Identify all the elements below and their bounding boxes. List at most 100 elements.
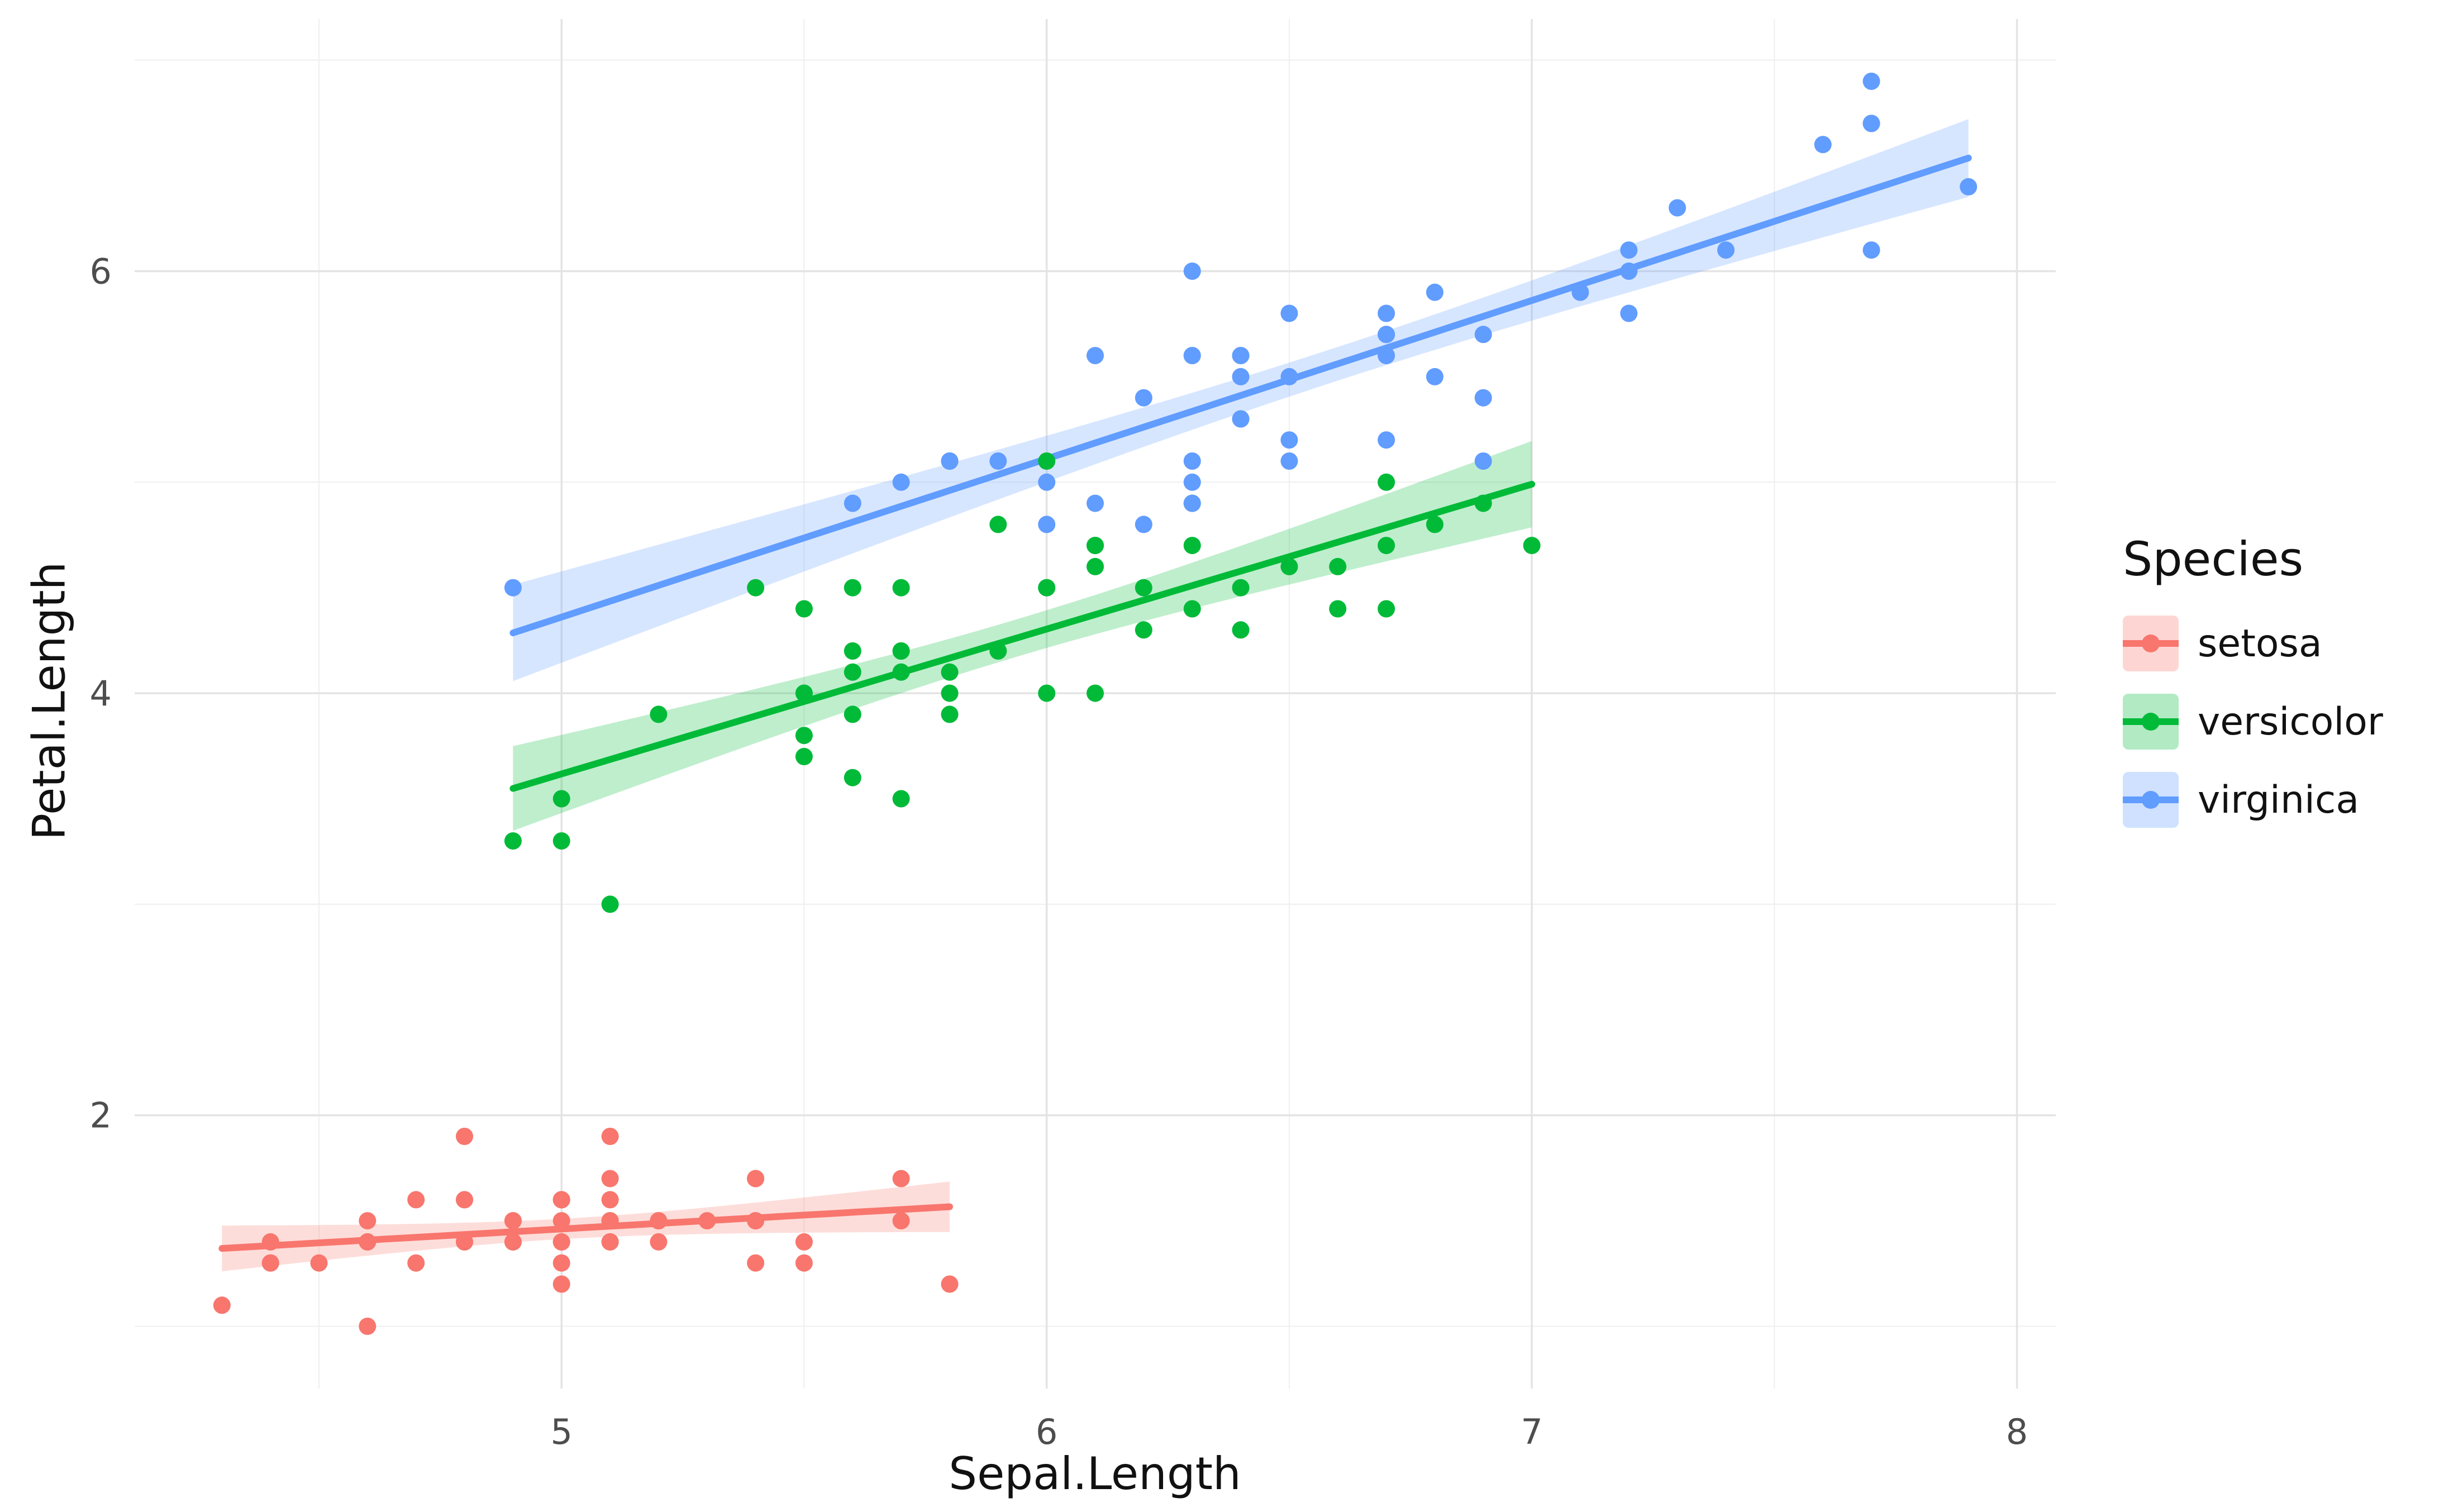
data-point bbox=[1280, 304, 1298, 322]
data-point bbox=[941, 452, 959, 470]
points-setosa bbox=[213, 1128, 959, 1335]
data-point bbox=[601, 895, 619, 913]
legend-dot-icon bbox=[2142, 713, 2160, 731]
data-point bbox=[1183, 600, 1201, 618]
legend-dot-icon bbox=[2142, 791, 2160, 809]
data-point bbox=[1087, 494, 1104, 512]
data-point bbox=[1038, 452, 1056, 470]
data-point bbox=[552, 1275, 570, 1293]
data-point bbox=[844, 642, 861, 660]
data-point bbox=[1280, 368, 1298, 385]
data-point bbox=[1378, 431, 1395, 449]
data-point bbox=[601, 1191, 619, 1209]
data-point bbox=[941, 684, 959, 702]
data-point bbox=[1135, 579, 1152, 597]
data-point bbox=[359, 1233, 377, 1251]
data-point bbox=[1280, 452, 1298, 470]
data-point bbox=[795, 600, 813, 618]
data-point bbox=[795, 684, 813, 702]
data-point bbox=[1862, 241, 1880, 259]
data-point bbox=[552, 1233, 570, 1251]
data-point bbox=[552, 1212, 570, 1230]
data-point bbox=[456, 1128, 473, 1145]
legend-title: Species bbox=[2123, 532, 2304, 586]
data-point bbox=[1183, 537, 1201, 555]
legend-label: versicolor bbox=[2198, 699, 2383, 744]
data-point bbox=[359, 1318, 377, 1335]
data-point bbox=[844, 705, 861, 723]
data-point bbox=[941, 663, 959, 681]
data-point bbox=[1232, 368, 1250, 385]
data-point bbox=[747, 1254, 765, 1272]
data-point bbox=[1183, 263, 1201, 280]
x-axis-title: Sepal.Length bbox=[949, 1448, 1241, 1500]
data-point bbox=[650, 1233, 668, 1251]
data-point bbox=[504, 579, 522, 597]
data-point bbox=[1378, 326, 1395, 344]
data-point bbox=[1183, 347, 1201, 365]
data-point bbox=[1135, 389, 1152, 407]
data-point bbox=[1280, 431, 1298, 449]
data-point bbox=[1232, 579, 1250, 597]
data-point bbox=[1814, 136, 1832, 154]
y-tick-label: 6 bbox=[90, 251, 112, 292]
data-point bbox=[1087, 537, 1104, 555]
legend-key-icon bbox=[2123, 772, 2179, 828]
legend-entries: setosa versicolor virginica bbox=[2123, 616, 2383, 828]
x-tick-label: 6 bbox=[1036, 1411, 1057, 1452]
data-point bbox=[1232, 410, 1250, 428]
data-point bbox=[359, 1212, 377, 1230]
data-point bbox=[892, 1212, 910, 1230]
data-point bbox=[407, 1191, 425, 1209]
data-point bbox=[989, 516, 1007, 533]
data-point bbox=[407, 1254, 425, 1272]
data-point bbox=[1620, 241, 1638, 259]
data-point bbox=[1378, 537, 1395, 555]
data-point bbox=[456, 1233, 473, 1251]
data-point bbox=[844, 663, 861, 681]
data-point bbox=[1183, 473, 1201, 491]
x-axis-tick-labels: 5 6 7 8 bbox=[550, 1411, 2028, 1452]
data-point bbox=[1183, 494, 1201, 512]
data-point bbox=[1378, 347, 1395, 365]
data-point bbox=[1329, 557, 1347, 575]
data-point bbox=[1523, 537, 1541, 555]
data-point bbox=[844, 579, 861, 597]
data-point bbox=[1087, 684, 1104, 702]
data-point bbox=[1232, 347, 1250, 365]
data-point bbox=[504, 1212, 522, 1230]
data-point bbox=[795, 1233, 813, 1251]
data-point bbox=[1474, 494, 1492, 512]
data-point bbox=[1038, 684, 1056, 702]
data-point bbox=[601, 1233, 619, 1251]
data-point bbox=[989, 642, 1007, 660]
data-point bbox=[1038, 516, 1056, 533]
data-point bbox=[1378, 304, 1395, 322]
data-point bbox=[504, 1233, 522, 1251]
data-point bbox=[1474, 326, 1492, 344]
data-point bbox=[1426, 283, 1443, 301]
data-point bbox=[1474, 452, 1492, 470]
data-point bbox=[1474, 389, 1492, 407]
data-point bbox=[1862, 73, 1880, 90]
data-point bbox=[795, 748, 813, 765]
data-point bbox=[310, 1254, 328, 1272]
data-point bbox=[844, 769, 861, 786]
data-point bbox=[552, 1191, 570, 1209]
data-point bbox=[1087, 347, 1104, 365]
data-point bbox=[1232, 621, 1250, 639]
data-point bbox=[1620, 304, 1638, 322]
data-point bbox=[892, 790, 910, 808]
legend-dot-icon bbox=[2142, 635, 2160, 652]
legend-entry-virginica: virginica bbox=[2123, 772, 2383, 828]
data-point bbox=[892, 663, 910, 681]
legend-entry-versicolor: versicolor bbox=[2123, 694, 2383, 750]
x-tick-label: 8 bbox=[2006, 1411, 2028, 1452]
data-point bbox=[892, 642, 910, 660]
x-tick-label: 5 bbox=[550, 1411, 572, 1452]
data-point bbox=[1087, 557, 1104, 575]
y-axis-title: Petal.Length bbox=[23, 561, 75, 841]
data-point bbox=[1862, 115, 1880, 132]
data-point bbox=[795, 1254, 813, 1272]
